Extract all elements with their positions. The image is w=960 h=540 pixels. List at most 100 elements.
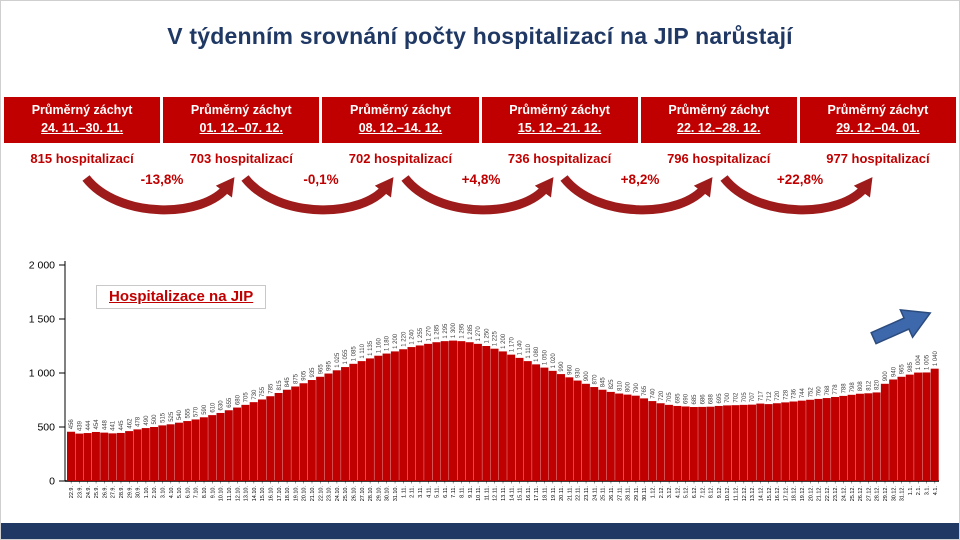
svg-text:720: 720 — [775, 390, 781, 401]
svg-text:1.10.: 1.10. — [144, 486, 150, 499]
svg-text:445: 445 — [119, 420, 125, 431]
svg-text:22.12.: 22.12. — [825, 486, 831, 502]
svg-text:444: 444 — [86, 420, 92, 431]
svg-text:17.11.: 17.11. — [534, 486, 540, 501]
svg-text:702: 702 — [734, 392, 740, 403]
svg-text:8.10.: 8.10. — [202, 486, 208, 499]
change-percent: -0,1% — [303, 172, 339, 187]
svg-text:462: 462 — [127, 418, 133, 429]
svg-text:686: 686 — [700, 394, 706, 405]
svg-text:26.10.: 26.10. — [352, 486, 358, 502]
svg-text:1 160: 1 160 — [376, 338, 382, 354]
svg-text:30.10.: 30.10. — [385, 486, 391, 502]
svg-text:28.9.: 28.9. — [119, 486, 125, 499]
svg-text:1 025: 1 025 — [335, 352, 341, 368]
trend-swoosh-icon — [82, 175, 235, 215]
svg-text:3.11.: 3.11. — [418, 486, 424, 498]
svg-text:810: 810 — [617, 380, 623, 391]
svg-text:744: 744 — [800, 387, 806, 398]
weekly-stats-header-row: Průměrný záchyt 24. 11.–30. 11. Průměrný… — [4, 97, 956, 143]
svg-text:820: 820 — [875, 379, 881, 390]
svg-text:4.11.: 4.11. — [426, 486, 432, 498]
svg-text:21.10.: 21.10. — [310, 486, 316, 502]
svg-text:7.10.: 7.10. — [194, 486, 200, 499]
svg-text:16.11.: 16.11. — [526, 486, 532, 501]
svg-text:798: 798 — [850, 382, 856, 393]
svg-text:778: 778 — [833, 384, 839, 395]
svg-text:985: 985 — [908, 361, 914, 372]
svg-text:755: 755 — [260, 386, 266, 397]
svg-text:19.10.: 19.10. — [293, 486, 299, 502]
svg-text:27.12.: 27.12. — [866, 486, 872, 502]
svg-text:1 020: 1 020 — [551, 353, 557, 369]
svg-text:630: 630 — [219, 400, 225, 411]
svg-text:17.12.: 17.12. — [783, 486, 789, 502]
svg-text:4.1.: 4.1. — [933, 486, 939, 496]
svg-text:12.12.: 12.12. — [742, 486, 748, 502]
svg-text:752: 752 — [808, 387, 814, 398]
svg-text:18.11.: 18.11. — [543, 486, 549, 501]
svg-text:3.10.: 3.10. — [161, 486, 167, 499]
svg-text:23.10.: 23.10. — [327, 486, 333, 502]
svg-text:960: 960 — [567, 364, 573, 375]
svg-text:5.11.: 5.11. — [435, 486, 441, 498]
svg-text:29.12.: 29.12. — [883, 486, 889, 502]
change-percent: +22,8% — [776, 172, 824, 187]
svg-text:610: 610 — [210, 402, 216, 413]
svg-text:1 140: 1 140 — [518, 340, 524, 356]
stats-header-label: Průměrný záchyt — [668, 103, 770, 117]
svg-text:14.12.: 14.12. — [758, 486, 764, 502]
svg-text:930: 930 — [576, 367, 582, 378]
svg-text:2 000: 2 000 — [29, 260, 55, 272]
svg-text:690: 690 — [684, 393, 690, 404]
svg-text:1 270: 1 270 — [426, 326, 432, 342]
svg-text:790: 790 — [634, 383, 640, 394]
svg-text:30.9.: 30.9. — [136, 486, 142, 499]
svg-text:812: 812 — [866, 380, 872, 391]
trend-swoosh-icon — [241, 175, 394, 215]
svg-text:24.11.: 24.11. — [592, 486, 598, 501]
svg-text:707: 707 — [750, 391, 756, 402]
svg-text:27.9.: 27.9. — [111, 486, 117, 499]
svg-text:940: 940 — [891, 366, 897, 377]
svg-text:1 135: 1 135 — [368, 340, 374, 356]
svg-text:5.12.: 5.12. — [684, 486, 690, 499]
svg-text:765: 765 — [642, 385, 648, 396]
svg-text:10.12.: 10.12. — [725, 486, 731, 502]
svg-text:680: 680 — [235, 394, 241, 405]
svg-text:23.11.: 23.11. — [584, 486, 590, 501]
svg-text:30.11.: 30.11. — [642, 486, 648, 501]
svg-text:23.12.: 23.12. — [833, 486, 839, 502]
stats-header-dates: 29. 12.–04. 01. — [836, 120, 920, 135]
svg-text:705: 705 — [244, 392, 250, 403]
svg-text:1 040: 1 040 — [933, 351, 939, 367]
svg-text:9.11.: 9.11. — [468, 486, 474, 498]
svg-text:4.10.: 4.10. — [169, 486, 175, 499]
svg-text:785: 785 — [268, 383, 274, 394]
svg-text:8.11.: 8.11. — [459, 486, 465, 498]
svg-text:25.11.: 25.11. — [601, 486, 607, 501]
svg-text:712: 712 — [767, 391, 773, 402]
change-percent: -13,8% — [140, 172, 184, 187]
svg-text:965: 965 — [900, 364, 906, 375]
svg-text:10.10.: 10.10. — [219, 486, 225, 502]
svg-text:1 085: 1 085 — [352, 346, 358, 362]
stats-header-dates: 01. 12.–07. 12. — [199, 120, 283, 135]
svg-text:24.9.: 24.9. — [86, 486, 92, 499]
svg-text:1 200: 1 200 — [501, 333, 507, 349]
trend-swoosh-icon — [720, 175, 873, 215]
svg-text:1 170: 1 170 — [509, 336, 515, 352]
svg-text:13.10.: 13.10. — [244, 486, 250, 502]
svg-text:1 005: 1 005 — [925, 354, 931, 370]
svg-text:1.12.: 1.12. — [650, 486, 656, 499]
svg-text:1 080: 1 080 — [534, 346, 540, 362]
svg-text:1 295: 1 295 — [459, 323, 465, 339]
stats-value-week-4: 736 hospitalizací — [507, 151, 612, 166]
svg-text:1 225: 1 225 — [493, 331, 499, 347]
stats-header-week-1: Průměrný záchyt 24. 11.–30. 11. — [4, 97, 161, 143]
svg-text:20.11.: 20.11. — [559, 486, 565, 501]
svg-text:19.11.: 19.11. — [551, 486, 557, 501]
svg-text:825: 825 — [609, 379, 615, 390]
svg-text:1 285: 1 285 — [468, 324, 474, 340]
svg-text:655: 655 — [227, 397, 233, 408]
